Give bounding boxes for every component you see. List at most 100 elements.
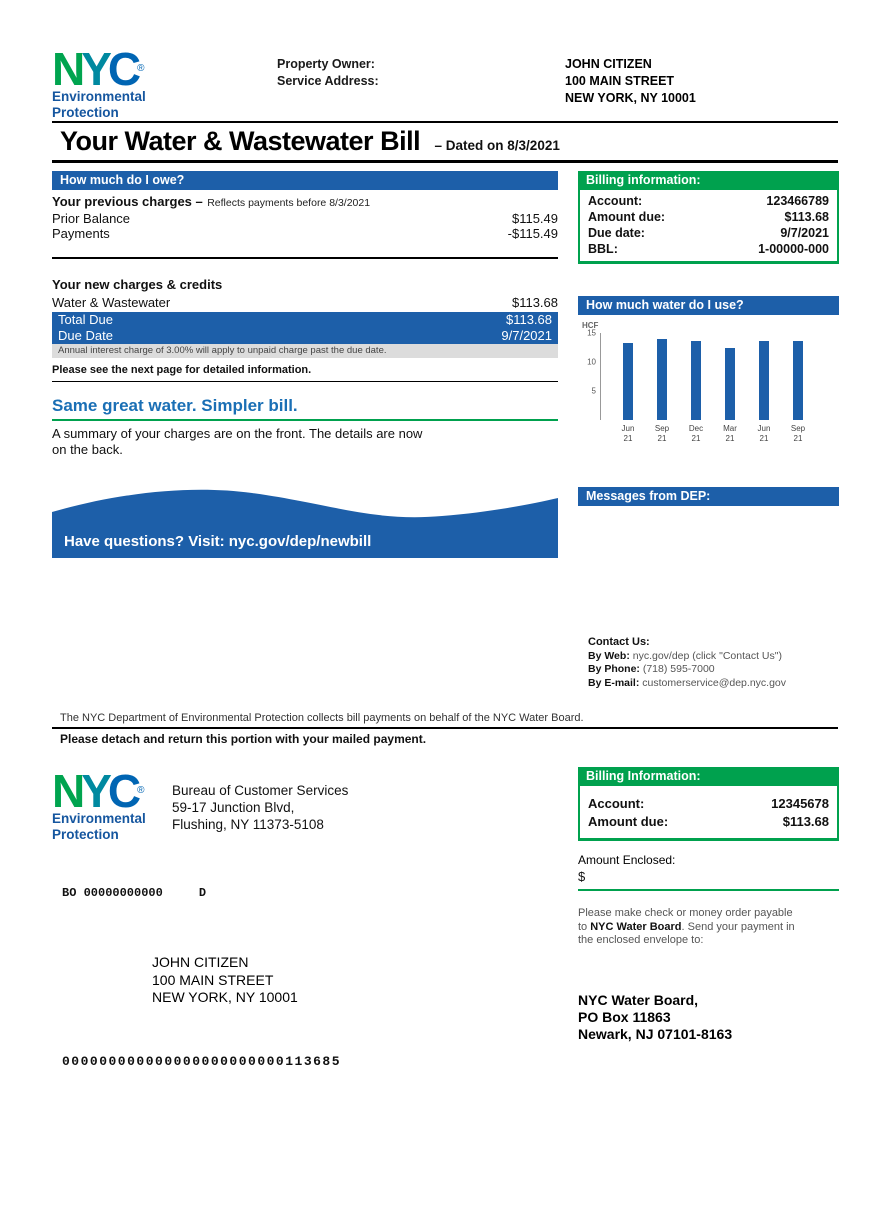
service-address-line2: NEW YORK, NY 10001 bbox=[565, 91, 696, 105]
water-wastewater-label: Water & Wastewater bbox=[52, 295, 171, 310]
stub-account-label: Account: bbox=[588, 796, 645, 811]
recipient-address-block: JOHN CITIZEN 100 MAIN STREET NEW YORK, N… bbox=[152, 954, 298, 1007]
ocr-account-line: 000000000000000000000000113685 bbox=[62, 1054, 342, 1069]
payments-label: Payments bbox=[52, 226, 110, 241]
due-date-info-label: Due date: bbox=[588, 226, 645, 240]
amount-enclosed-symbol: $ bbox=[578, 869, 586, 884]
bbl-value: 1-00000-000 bbox=[758, 242, 829, 256]
previous-charges-line: Your previous charges – Reflects payment… bbox=[52, 194, 558, 211]
top-rule bbox=[52, 121, 838, 123]
usage-bar bbox=[759, 340, 769, 420]
stub-amount-due-label: Amount due: bbox=[588, 814, 669, 829]
usage-bar bbox=[725, 348, 735, 420]
amount-enclosed-block: Amount Enclosed: $ bbox=[578, 853, 839, 891]
payee-addr2: Newark, NJ 07101-8163 bbox=[578, 1025, 733, 1042]
usage-bar-column: Sep 21 bbox=[645, 333, 679, 443]
recipient-name: JOHN CITIZEN bbox=[152, 954, 249, 970]
usage-y-axis-label: HCF bbox=[582, 321, 599, 330]
logo-letter-n: N bbox=[52, 765, 85, 817]
nyc-logo-word-stub: NYC® bbox=[52, 768, 146, 814]
usage-bar-label: Dec 21 bbox=[688, 424, 704, 443]
account-label: Account: bbox=[588, 194, 643, 208]
bbl-row: BBL: 1-00000-000 bbox=[588, 241, 829, 257]
next-page-note: Please see the next page for detailed in… bbox=[52, 364, 312, 376]
stub-amount-due-row: Amount due: $113.68 bbox=[588, 813, 829, 831]
charges-divider bbox=[52, 257, 558, 259]
total-due-row: Total Due $113.68 bbox=[52, 312, 558, 328]
stub-billing-header: Billing Information: bbox=[578, 767, 839, 786]
usage-plot-area: Jun 21 Sep 21 Dec 21 Mar 21 Jun 21 Sep 21 bbox=[600, 333, 815, 443]
new-charges-heading: Your new charges & credits bbox=[52, 277, 223, 292]
ocr-routing-line: BO 00000000000 D bbox=[62, 886, 207, 900]
usage-bar-label: Sep 21 bbox=[654, 424, 670, 443]
usage-y-axis: 5 10 15 bbox=[582, 329, 600, 420]
service-address-line1: 100 MAIN STREET bbox=[565, 74, 675, 88]
usage-bar bbox=[691, 341, 701, 420]
logo-letter-y: Y bbox=[81, 765, 112, 817]
water-usage-chart: HCF 5 10 15 Jun 21 Sep 21 Dec 21 Mar 21 Jun 21 Sep 21 bbox=[578, 321, 839, 471]
owe-section-header: How much do I owe? bbox=[52, 171, 558, 190]
contact-phone-line: By Phone: (718) 595-7000 bbox=[588, 663, 839, 677]
logo-subtitle-protection: Protection bbox=[52, 827, 119, 842]
owner-address-block: Property Owner: JOHN CITIZEN Service Add… bbox=[277, 56, 697, 107]
account-row: Account: 123466789 bbox=[588, 193, 829, 209]
usage-section-header: How much water do I use? bbox=[578, 296, 839, 315]
promo-body: A summary of your charges are on the fro… bbox=[52, 426, 558, 458]
usage-bar-column: Mar 21 bbox=[713, 333, 747, 443]
contact-phone-value: (718) 595-7000 bbox=[642, 663, 715, 675]
prior-balance-value: $115.49 bbox=[511, 211, 558, 226]
water-board-bold: NYC Water Board bbox=[590, 920, 682, 933]
recipient-addr1: 100 MAIN STREET bbox=[152, 971, 274, 988]
usage-bar-column: Jun 21 bbox=[611, 333, 645, 443]
stub-amount-due-value: $113.68 bbox=[782, 814, 829, 829]
detach-strip: The NYC Department of Environmental Prot… bbox=[52, 712, 838, 746]
due-date-row: Due Date 9/7/2021 bbox=[52, 328, 558, 344]
nyc-logo-word: NYC® bbox=[52, 46, 146, 92]
amount-enclosed-label: Amount Enclosed: bbox=[578, 853, 676, 867]
usage-bar bbox=[793, 340, 803, 420]
bureau-line3: Flushing, NY 11373-5108 bbox=[172, 817, 324, 832]
billing-info-box: Account: 123466789 Amount due: $113.68 D… bbox=[578, 190, 839, 264]
usage-ytick: 15 bbox=[587, 328, 596, 338]
prior-balance-row: Prior Balance $115.49 bbox=[52, 211, 558, 226]
bureau-line2: 59-17 Junction Blvd, bbox=[172, 800, 295, 815]
contact-heading: Contact Us: bbox=[588, 636, 650, 648]
bbl-label: BBL: bbox=[588, 242, 618, 256]
stub-billing-box: Account: 12345678 Amount due: $113.68 bbox=[578, 786, 839, 841]
payments-value: -$115.49 bbox=[507, 226, 558, 241]
usage-bar-column: Jun 21 bbox=[747, 333, 781, 443]
usage-bar-column: Dec 21 bbox=[679, 333, 713, 443]
detach-rule bbox=[52, 727, 838, 729]
recipient-addr2: NEW YORK, NY 10001 bbox=[152, 989, 298, 1005]
nyc-dep-logo: NYC® Environmental Protection bbox=[52, 46, 146, 120]
usage-ytick: 10 bbox=[587, 357, 596, 367]
bill-title-row: Your Water & Wastewater Bill – Dated on … bbox=[60, 126, 838, 157]
payee-addr1: PO Box 11863 bbox=[578, 1008, 671, 1025]
bill-date: – Dated on 8/3/2021 bbox=[434, 138, 560, 153]
water-wastewater-value: $113.68 bbox=[511, 295, 558, 310]
wave-shape-icon bbox=[52, 489, 558, 558]
contact-phone-label: By Phone: bbox=[588, 663, 640, 675]
water-board-note: The NYC Department of Environmental Prot… bbox=[60, 712, 584, 724]
service-address-row: Service Address: 100 MAIN STREET bbox=[277, 73, 697, 90]
usage-bar-label: Jun 21 bbox=[757, 424, 771, 443]
amount-due-value: $113.68 bbox=[784, 210, 830, 224]
paynote-line1: Please make check or money order payable bbox=[578, 907, 793, 919]
due-date-value: 9/7/2021 bbox=[501, 328, 552, 343]
usage-chart-body: 5 10 15 Jun 21 Sep 21 Dec 21 Mar 21 Jun 21 Sep 21 bbox=[582, 329, 839, 444]
usage-bar bbox=[657, 338, 667, 420]
questions-banner: Have questions? Visit: nyc.gov/dep/newbi… bbox=[52, 488, 558, 558]
payments-row: Payments -$115.49 bbox=[52, 226, 558, 241]
billing-info-header: Billing information: bbox=[578, 171, 839, 190]
usage-bar-label: Mar 21 bbox=[723, 424, 737, 443]
registered-mark: ® bbox=[137, 785, 145, 796]
banner-text: Have questions? Visit: nyc.gov/dep/newbi… bbox=[64, 533, 372, 550]
amount-due-label: Amount due: bbox=[588, 210, 666, 224]
service-address-row2: NEW YORK, NY 10001 bbox=[277, 90, 697, 107]
stub-account-row: Account: 12345678 bbox=[588, 795, 829, 813]
note-divider bbox=[52, 381, 558, 382]
stub-billing-column: Billing Information: Account: 12345678 A… bbox=[578, 767, 839, 1043]
usage-bar bbox=[623, 342, 633, 420]
contact-block: Contact Us: By Web: nyc.gov/dep (click "… bbox=[578, 636, 839, 690]
due-date-label: Due Date bbox=[58, 328, 113, 343]
